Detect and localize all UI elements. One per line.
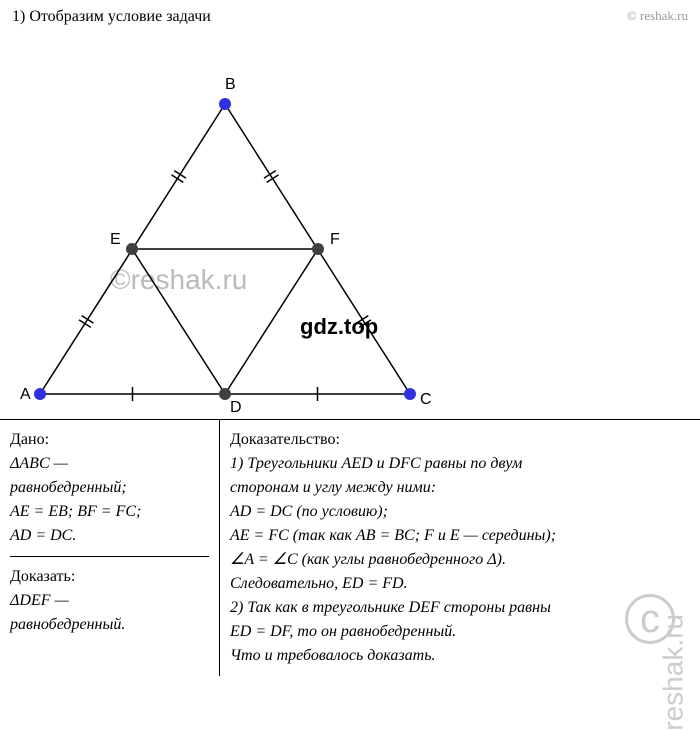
proof-line: Что и требовалось доказать. bbox=[230, 644, 690, 668]
step-title: 1) Отобразим условие задачи bbox=[12, 8, 211, 26]
svg-text:F: F bbox=[330, 231, 340, 248]
proof-line: Следовательно, ED = FD. bbox=[230, 572, 690, 596]
given-line: ΔABC — bbox=[10, 452, 209, 476]
proof-line: 1) Треугольники AED и DFC равны по двум bbox=[230, 452, 690, 476]
prove-line: ΔDEF — bbox=[10, 589, 209, 613]
prove-block: Доказать: ΔDEF —равнобедренный. bbox=[10, 565, 209, 637]
proof-line: сторонам и углу между ними: bbox=[230, 476, 690, 500]
svg-text:B: B bbox=[225, 76, 236, 93]
svg-text:D: D bbox=[230, 399, 242, 416]
geometry-diagram: ©reshak.ru gdz.top ABCDEF bbox=[0, 34, 700, 414]
proof-line: ∠A = ∠C (как углы равнобедренного Δ). bbox=[230, 548, 690, 572]
watermark-top: © reshak.ru bbox=[627, 8, 688, 24]
svg-text:A: A bbox=[20, 386, 31, 403]
proof-left-column: Дано: ΔABC —равнобедренный;AE = EB; BF =… bbox=[0, 420, 220, 676]
given-block: Дано: ΔABC —равнобедренный;AE = EB; BF =… bbox=[10, 428, 209, 557]
proof-line: 2) Так как в треугольнике DEF стороны ра… bbox=[230, 596, 690, 620]
proof-line: AD = DC (по условию); bbox=[230, 500, 690, 524]
given-line: AD = DC. bbox=[10, 524, 209, 548]
watermark-gdz: gdz.top bbox=[300, 314, 378, 340]
prove-line: равнобедренный. bbox=[10, 613, 209, 637]
given-line: равнобедренный; bbox=[10, 476, 209, 500]
proof-table: Дано: ΔABC —равнобедренный;AE = EB; BF =… bbox=[0, 419, 700, 676]
proof-line: AE = FC (так как AB = BC; F и E — середи… bbox=[230, 524, 690, 548]
given-title: Дано: bbox=[10, 428, 209, 452]
triangle-svg: A B C D E F bbox=[0, 34, 460, 434]
given-line: AE = EB; BF = FC; bbox=[10, 500, 209, 524]
svg-text:C: C bbox=[420, 391, 432, 408]
proof-right-column: Доказательство: 1) Треугольники AED и DF… bbox=[220, 420, 700, 676]
prove-title: Доказать: bbox=[10, 565, 209, 589]
svg-text:E: E bbox=[110, 231, 121, 248]
proof-title: Доказательство: bbox=[230, 428, 690, 452]
proof-line: ED = DF, то он равнобедренный. bbox=[230, 620, 690, 644]
